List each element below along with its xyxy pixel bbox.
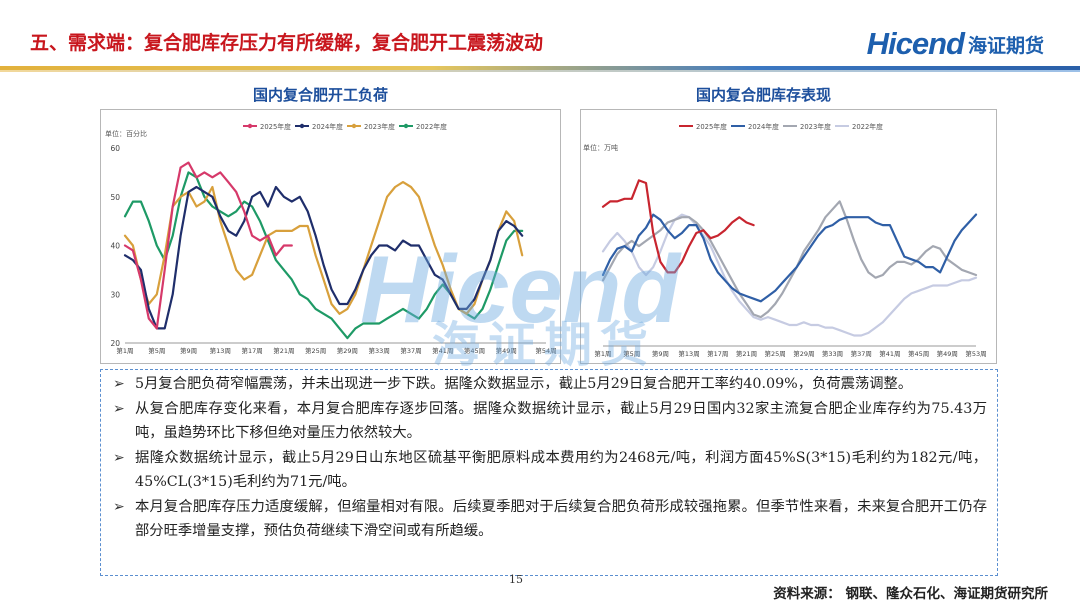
x-tick-label: 第49周 — [937, 349, 958, 358]
series-line — [601, 213, 978, 303]
legend-label: 2024年度 — [312, 122, 343, 131]
x-tick-label: 第54周 — [535, 346, 556, 355]
x-tick-label: 第29周 — [337, 346, 358, 355]
chevron-right-icon: ➢ — [113, 450, 125, 466]
legend-label: 2023年度 — [800, 122, 831, 131]
left-chart-panel: 单位：百分比 20 30 40 50 60 第1周 第5周 第9周 第13周 第17周 第21周 第25… — [100, 109, 561, 364]
load-rate-chart: 单位：百分比 20 30 40 50 60 第1周 第5周 第9周 第13周 第17周 第21周 第25… — [105, 122, 557, 355]
x-tick-label: 第29周 — [793, 349, 814, 358]
y-tick-label: 20 — [110, 339, 120, 348]
right-chart-title: 国内复合肥库存表现 — [696, 86, 832, 104]
series-line — [601, 213, 978, 337]
legend-marker — [299, 123, 305, 129]
data-source: 资料来源： 钢联、隆众石化、海证期货研究所 — [773, 586, 1048, 602]
bullet-text: 据隆众数据统计显示，截止5月29日山东地区硫基平衡肥原料成本费用约为2468元/… — [135, 450, 987, 490]
x-tick-label: 第25周 — [305, 346, 326, 355]
x-tick-label: 第9周 — [652, 349, 669, 358]
y-axis-label: 单位：百分比 — [105, 129, 147, 138]
legend-label: 2024年度 — [748, 122, 779, 131]
legend-label: 2022年度 — [416, 122, 447, 131]
chevron-right-icon: ➢ — [113, 401, 125, 417]
header-divider-thin — [0, 70, 1080, 72]
company-logo: Hicend 海证期货 — [867, 26, 1044, 62]
x-tick-label: 第21周 — [736, 349, 757, 358]
series-line — [601, 179, 755, 274]
legend-marker — [351, 123, 357, 129]
analysis-textbox: ➢ 5月复合肥负荷窄幅震荡，并未出现进一步下跌。据隆众数据显示，截止5月29日复… — [100, 369, 998, 576]
x-tick-label: 第17周 — [707, 349, 728, 358]
chevron-right-icon: ➢ — [113, 376, 125, 392]
legend-label: 2022年度 — [852, 122, 883, 131]
x-tick-label: 第33周 — [822, 349, 843, 358]
page-number: 15 — [509, 573, 523, 586]
watermark-logo: Hicend — [360, 236, 681, 343]
left-chart-title: 国内复合肥开工负荷 — [253, 86, 389, 104]
y-tick-label: 60 — [110, 144, 120, 153]
x-tick-label: 第45周 — [464, 346, 485, 355]
x-tick-label: 第25周 — [765, 349, 786, 358]
x-tick-label: 第53周 — [965, 349, 986, 358]
bullet-text: 本月复合肥库存压力适度缓解，但缩量相对有限。后续夏季肥对于后续复合肥负荷形成较强… — [135, 499, 987, 539]
x-tick-label: 第21周 — [273, 346, 294, 355]
x-tick-label: 第37周 — [400, 346, 421, 355]
x-tick-label: 第41周 — [879, 349, 900, 358]
legend-label: 2025年度 — [696, 122, 727, 131]
x-tick-label: 第13周 — [210, 346, 231, 355]
legend-marker — [403, 123, 409, 129]
legend-label: 2025年度 — [260, 122, 291, 131]
y-tick-label: 40 — [110, 242, 120, 251]
bullet-item: ➢ 本月复合肥库存压力适度缓解，但缩量相对有限。后续夏季肥对于后续复合肥负荷形成… — [111, 495, 987, 543]
header-divider — [0, 66, 1080, 70]
series-line — [123, 185, 524, 330]
y-tick-label: 50 — [110, 193, 120, 202]
bullet-text: 从复合肥库存变化来看，本月复合肥库存逐步回落。据隆众数据统计显示，截止5月29日… — [135, 401, 987, 441]
x-tick-label: 第37周 — [851, 349, 872, 358]
x-tick-label: 第1周 — [594, 349, 611, 358]
x-tick-label: 第33周 — [369, 346, 390, 355]
watermark-logo-cn: 海证期货 — [432, 317, 657, 373]
chevron-right-icon: ➢ — [113, 499, 125, 515]
y-tick-label: 30 — [110, 290, 120, 299]
y-axis-label: 单位：万吨 — [583, 143, 618, 152]
legend-marker — [247, 123, 253, 129]
bullet-item: ➢ 据隆众数据统计显示，截止5月29日山东地区硫基平衡肥原料成本费用约为2468… — [111, 446, 987, 494]
series-line — [123, 161, 293, 330]
x-tick-label: 第17周 — [241, 346, 262, 355]
x-tick-label: 第13周 — [678, 349, 699, 358]
logo-text-en: Hicend — [866, 26, 965, 61]
x-tick-label: 第1周 — [116, 346, 133, 355]
x-tick-label: 第5周 — [148, 346, 165, 355]
x-tick-label: 第41周 — [432, 346, 453, 355]
x-tick-label: 第49周 — [496, 346, 517, 355]
bullet-item: ➢ 5月复合肥负荷窄幅震荡，并未出现进一步下跌。据隆众数据显示，截止5月29日复… — [111, 372, 987, 396]
right-chart-panel: 单位：万吨第1周 第5周 第9周 第13周 第17周 第21周 第25周 第29周 第33周 第3… — [580, 109, 997, 364]
bullet-item: ➢ 从复合肥库存变化来看，本月复合肥库存逐步回落。据隆众数据统计显示，截止5月2… — [111, 397, 987, 445]
x-tick-label: 第9周 — [180, 346, 197, 355]
x-tick-label: 第45周 — [908, 349, 929, 358]
bullet-text: 5月复合肥负荷窄幅震荡，并未出现进一步下跌。据隆众数据显示，截止5月29日复合肥… — [135, 376, 913, 392]
legend-label: 2023年度 — [364, 122, 395, 131]
logo-text-cn: 海证期货 — [967, 34, 1044, 57]
slide-title: 五、需求端：复合肥库存压力有所缓解，复合肥开工震荡波动 — [30, 32, 544, 54]
x-tick-label: 第5周 — [623, 349, 640, 358]
